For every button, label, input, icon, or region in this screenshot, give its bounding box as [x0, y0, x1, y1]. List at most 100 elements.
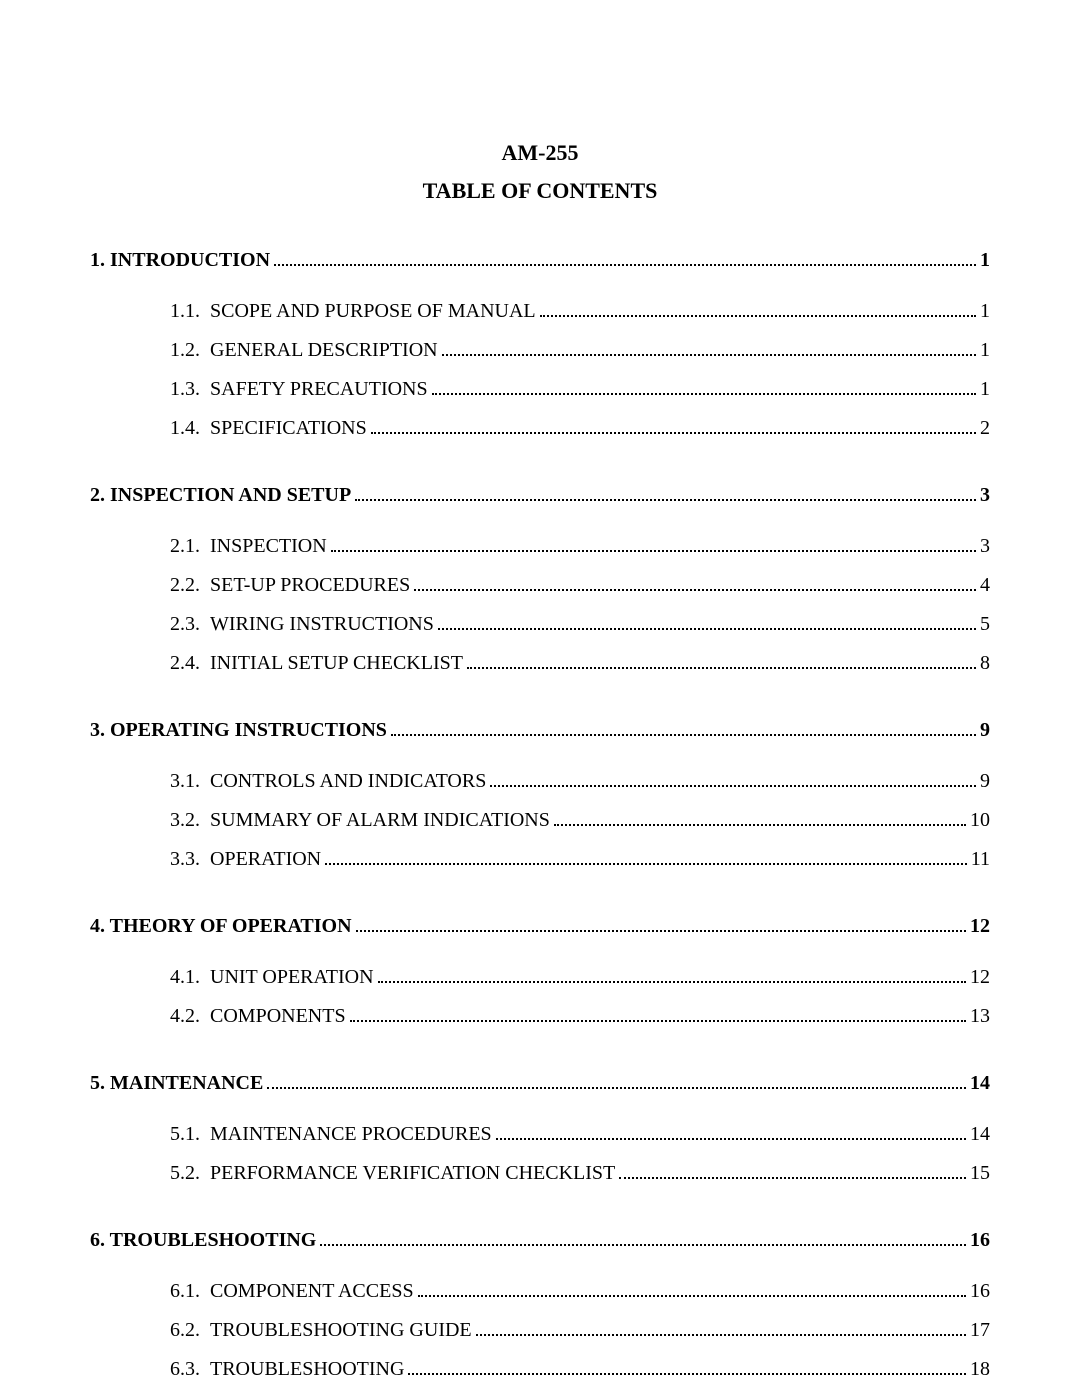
- toc-entry-page: 11: [971, 845, 990, 874]
- toc-heading-page: 14: [970, 1069, 990, 1098]
- dot-leader: [378, 981, 966, 983]
- toc-entry-page: 4: [980, 571, 990, 600]
- toc-entry-label: 6.3. TROUBLESHOOTING: [170, 1355, 404, 1384]
- dot-leader: [408, 1373, 966, 1375]
- toc-heading-label: 3. OPERATING INSTRUCTIONS: [90, 716, 387, 745]
- toc-entry-label: 2.3. WIRING INSTRUCTIONS: [170, 610, 434, 639]
- toc-entry: 1.1. SCOPE AND PURPOSE OF MANUAL 1: [90, 297, 990, 326]
- toc-heading-label: 1. INTRODUCTION: [90, 246, 270, 275]
- toc-entry-label: 2.2. SET-UP PROCEDURES: [170, 571, 410, 600]
- toc-entry: 2.2. SET-UP PROCEDURES 4: [90, 571, 990, 600]
- toc-entry-page: 1: [980, 375, 990, 404]
- toc-heading: 4. THEORY OF OPERATION 12: [90, 912, 990, 941]
- dot-leader: [442, 354, 976, 356]
- toc-entry-label: 4.2. COMPONENTS: [170, 1002, 346, 1031]
- toc-entry-label: 5.2. PERFORMANCE VERIFICATION CHECKLIST: [170, 1159, 615, 1188]
- toc-entry-label: 1.4. SPECIFICATIONS: [170, 414, 367, 443]
- dot-leader: [391, 734, 976, 736]
- toc-entry-label: 2.1. INSPECTION: [170, 532, 327, 561]
- toc-section: 6. TROUBLESHOOTING166.1. COMPONENT ACCES…: [90, 1226, 990, 1384]
- toc-entry: 3.3. OPERATION 11: [90, 845, 990, 874]
- document-header: AM-255 TABLE OF CONTENTS: [90, 140, 990, 204]
- toc-entry-label: 3.1. CONTROLS AND INDICATORS: [170, 767, 486, 796]
- toc-heading: 1. INTRODUCTION 1: [90, 246, 990, 275]
- toc-section: 3. OPERATING INSTRUCTIONS93.1. CONTROLS …: [90, 716, 990, 874]
- toc-heading: 2. INSPECTION AND SETUP 3: [90, 481, 990, 510]
- dot-leader: [331, 550, 976, 552]
- toc-heading: 6. TROUBLESHOOTING 16: [90, 1226, 990, 1255]
- toc-heading-page: 16: [970, 1226, 990, 1255]
- toc-entry-label: 6.2. TROUBLESHOOTING GUIDE: [170, 1316, 472, 1345]
- toc-entry-page: 17: [970, 1316, 990, 1345]
- toc-entry-label: 1.1. SCOPE AND PURPOSE OF MANUAL: [170, 297, 536, 326]
- toc-entry-page: 3: [980, 532, 990, 561]
- dot-leader: [438, 628, 976, 630]
- document-id: AM-255: [90, 140, 990, 166]
- dot-leader: [325, 863, 967, 865]
- dot-leader: [554, 824, 966, 826]
- toc-heading-page: 1: [980, 246, 990, 275]
- toc-entry: 5.1. MAINTENANCE PROCEDURES14: [90, 1120, 990, 1149]
- dot-leader: [490, 785, 976, 787]
- toc-entry-label: 5.1. MAINTENANCE PROCEDURES: [170, 1120, 492, 1149]
- toc-section: 1. INTRODUCTION11.1. SCOPE AND PURPOSE O…: [90, 246, 990, 443]
- toc-entry-page: 5: [980, 610, 990, 639]
- toc-heading: 5. MAINTENANCE 14: [90, 1069, 990, 1098]
- toc-entry-page: 2: [980, 414, 990, 443]
- dot-leader: [418, 1295, 966, 1297]
- toc-entry: 1.2. GENERAL DESCRIPTION 1: [90, 336, 990, 365]
- toc-entry: 4.1. UNIT OPERATION 12: [90, 963, 990, 992]
- toc-section: 4. THEORY OF OPERATION124.1. UNIT OPERAT…: [90, 912, 990, 1031]
- dot-leader: [356, 930, 966, 932]
- toc-entry: 1.4. SPECIFICATIONS 2: [90, 414, 990, 443]
- toc-entry: 2.1. INSPECTION 3: [90, 532, 990, 561]
- toc-entry-page: 13: [970, 1002, 990, 1031]
- toc-heading: 3. OPERATING INSTRUCTIONS9: [90, 716, 990, 745]
- toc-entry: 1.3. SAFETY PRECAUTIONS 1: [90, 375, 990, 404]
- toc-entry-page: 12: [970, 963, 990, 992]
- toc-entry: 2.4. INITIAL SETUP CHECKLIST8: [90, 649, 990, 678]
- dot-leader: [619, 1177, 966, 1179]
- toc-heading-page: 12: [970, 912, 990, 941]
- dot-leader: [476, 1334, 966, 1336]
- dot-leader: [355, 499, 976, 501]
- toc-heading-label: 6. TROUBLESHOOTING: [90, 1226, 316, 1255]
- dot-leader: [350, 1020, 966, 1022]
- toc-entry: 3.2. SUMMARY OF ALARM INDICATIONS 10: [90, 806, 990, 835]
- toc-entry: 2.3. WIRING INSTRUCTIONS 5: [90, 610, 990, 639]
- toc-entry-page: 8: [980, 649, 990, 678]
- dot-leader: [432, 393, 976, 395]
- document-title: TABLE OF CONTENTS: [90, 178, 990, 204]
- table-of-contents: 1. INTRODUCTION11.1. SCOPE AND PURPOSE O…: [90, 246, 990, 1384]
- toc-entry-label: 3.3. OPERATION: [170, 845, 321, 874]
- toc-entry-page: 16: [970, 1277, 990, 1306]
- toc-entry-page: 1: [980, 336, 990, 365]
- dot-leader: [496, 1138, 966, 1140]
- toc-entry-label: 3.2. SUMMARY OF ALARM INDICATIONS: [170, 806, 550, 835]
- dot-leader: [274, 264, 976, 266]
- dot-leader: [467, 667, 976, 669]
- toc-entry-page: 18: [970, 1355, 990, 1384]
- toc-entry-label: 1.3. SAFETY PRECAUTIONS: [170, 375, 428, 404]
- toc-entry: 3.1. CONTROLS AND INDICATORS 9: [90, 767, 990, 796]
- toc-entry: 5.2. PERFORMANCE VERIFICATION CHECKLIST 1…: [90, 1159, 990, 1188]
- dot-leader: [267, 1087, 966, 1089]
- toc-entry-page: 9: [980, 767, 990, 796]
- toc-heading-label: 5. MAINTENANCE: [90, 1069, 263, 1098]
- dot-leader: [414, 589, 976, 591]
- toc-heading-label: 4. THEORY OF OPERATION: [90, 912, 352, 941]
- toc-entry-label: 6.1. COMPONENT ACCESS: [170, 1277, 414, 1306]
- toc-heading-label: 2. INSPECTION AND SETUP: [90, 481, 351, 510]
- toc-section: 2. INSPECTION AND SETUP 3 2.1. INSPECTION 3…: [90, 481, 990, 678]
- toc-entry: 6.1. COMPONENT ACCESS 16: [90, 1277, 990, 1306]
- toc-entry-page: 1: [980, 297, 990, 326]
- dot-leader: [320, 1244, 966, 1246]
- toc-entry-label: 1.2. GENERAL DESCRIPTION: [170, 336, 438, 365]
- toc-entry: 6.2. TROUBLESHOOTING GUIDE 17: [90, 1316, 990, 1345]
- toc-entry-page: 15: [970, 1159, 990, 1188]
- toc-heading-page: 3: [980, 481, 990, 510]
- dot-leader: [540, 315, 976, 317]
- dot-leader: [371, 432, 976, 434]
- toc-entry-label: 4.1. UNIT OPERATION: [170, 963, 374, 992]
- toc-entry-page: 10: [970, 806, 990, 835]
